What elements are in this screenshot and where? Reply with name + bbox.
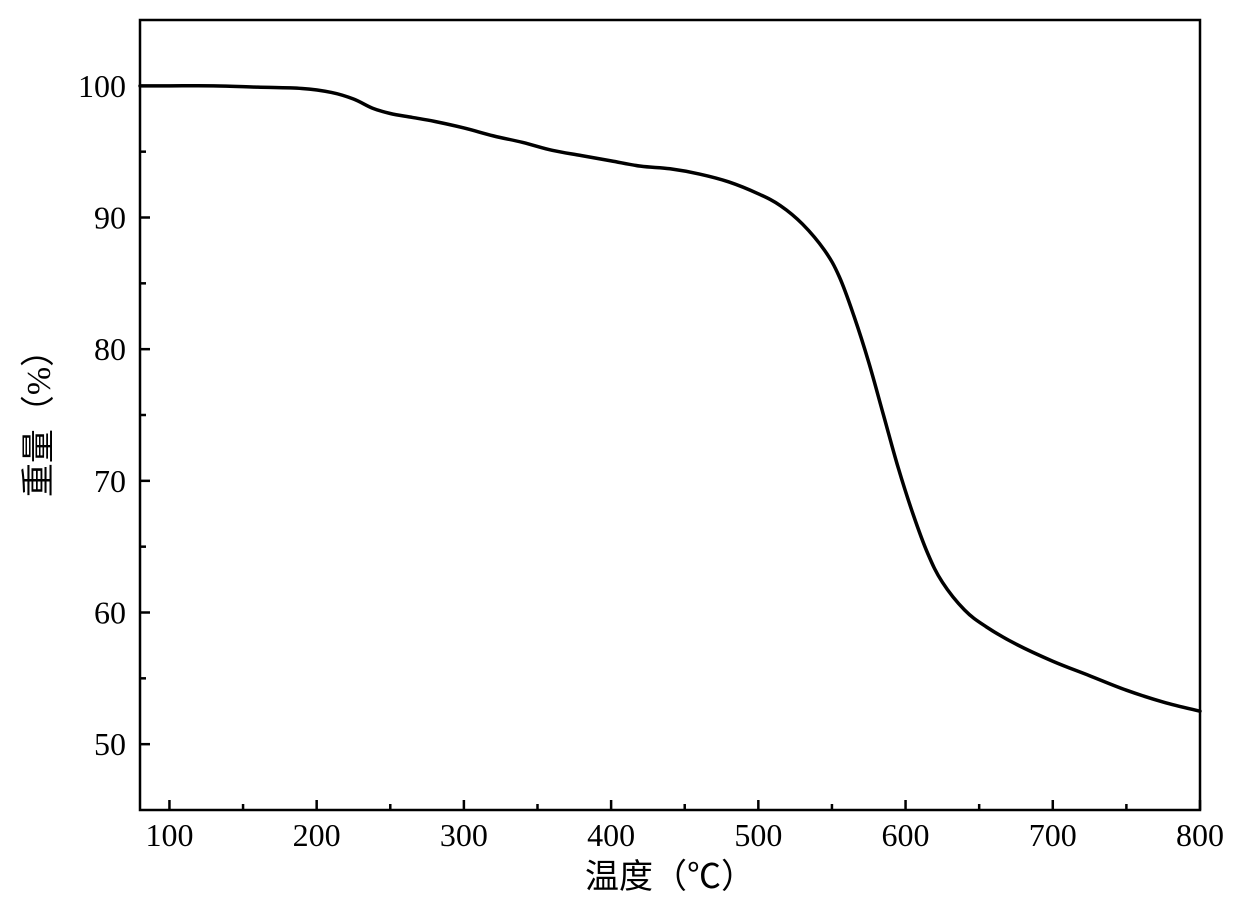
y-tick-label: 80 (94, 331, 126, 367)
x-tick-label: 300 (440, 817, 488, 853)
y-tick-label: 70 (94, 463, 126, 499)
y-tick-label: 50 (94, 726, 126, 762)
x-tick-label: 200 (293, 817, 341, 853)
tga-chart: 100 200 300 400 500 600 700 800 50 60 70 80 90 100 温度（… (0, 0, 1240, 900)
x-tick-label: 400 (587, 817, 635, 853)
x-axis-label: 温度（℃） (585, 858, 755, 896)
y-tick-label: 90 (94, 200, 126, 236)
y-tick-label: 100 (78, 68, 126, 104)
x-tick-label: 100 (145, 817, 193, 853)
chart-svg: 100 200 300 400 500 600 700 800 50 60 70 80 90 100 温度（… (0, 0, 1240, 900)
x-tick-label: 800 (1176, 817, 1224, 853)
x-tick-label: 500 (734, 817, 782, 853)
y-tick-label: 60 (94, 595, 126, 631)
x-tick-label: 700 (1029, 817, 1077, 853)
x-tick-label: 600 (882, 817, 930, 853)
y-axis-label: 重量（%） (20, 333, 58, 497)
